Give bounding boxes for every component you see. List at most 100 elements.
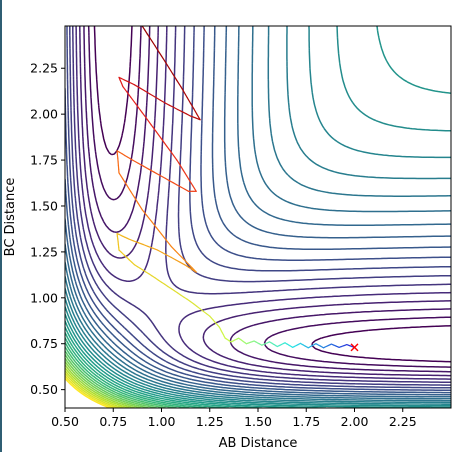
contour-level xyxy=(65,350,167,408)
contour-level xyxy=(69,26,451,386)
trajectory-segment xyxy=(137,106,143,114)
contour-level xyxy=(83,26,451,373)
contour-level xyxy=(75,26,451,380)
trajectory-segment xyxy=(179,164,184,172)
trajectory-segment xyxy=(145,117,152,126)
trajectory-segment xyxy=(164,61,170,69)
trajectory-segment xyxy=(164,177,170,182)
trajectory-segment xyxy=(183,258,189,265)
x-tick-label: 2.00 xyxy=(341,414,369,429)
trajectory-segment xyxy=(132,240,139,244)
y-tick-label: 2.00 xyxy=(30,107,58,122)
contour-level xyxy=(72,26,451,384)
y-tick-label: 1.50 xyxy=(30,198,58,213)
trajectory-segment xyxy=(181,111,187,115)
trajectory-segment xyxy=(182,169,188,177)
trajectory-segment xyxy=(120,251,125,256)
contour-level xyxy=(66,26,451,389)
end-marker xyxy=(350,343,359,352)
trajectory-segment xyxy=(155,131,163,140)
trajectory-segment xyxy=(189,102,195,110)
contour-level xyxy=(65,26,451,404)
trajectory-segment xyxy=(151,221,158,229)
trajectory-segment xyxy=(126,91,132,98)
contour-level xyxy=(65,375,115,408)
trajectory-segment xyxy=(176,79,182,88)
trajectory-segment xyxy=(186,175,191,182)
trajectory-segment xyxy=(170,288,175,292)
contour-level xyxy=(65,361,142,408)
contour-level xyxy=(65,326,263,408)
trajectory-segment xyxy=(168,104,175,109)
trajectory-segment xyxy=(150,124,157,133)
trajectory-segment xyxy=(144,29,148,35)
trajectory-segment xyxy=(172,182,178,186)
trajectory-segment xyxy=(170,256,177,261)
trajectory-segment xyxy=(167,285,172,290)
trajectory-segment xyxy=(193,303,198,307)
trajectory-segment xyxy=(205,313,211,317)
trajectory-segment xyxy=(144,90,151,95)
x-axis-label: AB Distance xyxy=(219,436,298,451)
contour-level xyxy=(65,26,451,396)
trajectory-segment xyxy=(137,242,144,246)
trajectory-segment xyxy=(154,277,159,281)
trajectory-segment xyxy=(175,259,181,263)
y-axis-label: BC Distance xyxy=(3,178,18,257)
trajectory-segment xyxy=(173,290,179,294)
contour-lines xyxy=(65,26,451,408)
trajectory-segment xyxy=(146,215,153,223)
contour-level xyxy=(65,26,451,407)
trajectory-segment xyxy=(131,261,136,266)
trajectory-segment xyxy=(180,186,186,190)
trajectory-segment xyxy=(139,87,146,92)
trajectory-segment xyxy=(173,106,179,111)
trajectory-segment xyxy=(157,49,163,57)
trajectory-segment xyxy=(122,178,128,186)
trajectory-segment xyxy=(179,261,186,266)
trajectory-segment xyxy=(186,96,191,104)
y-tick-label: 0.50 xyxy=(30,382,58,397)
y-tick-label: 1.00 xyxy=(30,290,58,305)
trajectory-segment xyxy=(192,185,197,192)
trajectory-segment xyxy=(157,249,163,254)
trajectory-segment xyxy=(133,101,139,109)
trajectory-segment xyxy=(153,171,161,176)
trajectory-segment xyxy=(137,202,143,211)
trajectory-segment xyxy=(185,113,191,117)
trajectory-segment xyxy=(166,254,172,258)
window-edge xyxy=(0,0,2,452)
x-tick-label: 1.50 xyxy=(244,414,272,429)
trajectory-segment xyxy=(161,251,168,256)
trajectory-segment xyxy=(146,33,151,39)
trajectory-segment xyxy=(152,247,159,251)
trajectory-segment xyxy=(166,145,173,154)
trajectory-segment xyxy=(193,107,198,115)
trajectory-segment xyxy=(154,96,161,101)
x-axis: 0.50 0.75 1.00 1.25 1.50 1.75 2.00 2.25 xyxy=(51,408,417,429)
trajectory-segment xyxy=(186,298,191,303)
trajectory-segment xyxy=(177,108,183,113)
trajectory-segment xyxy=(187,262,193,269)
trajectory-segment xyxy=(184,188,190,192)
contour-level xyxy=(65,26,451,408)
trajectory-segment xyxy=(164,102,171,106)
trajectory-segment xyxy=(159,174,166,179)
trajectory-segment xyxy=(189,300,195,305)
contour-level xyxy=(79,26,451,377)
trajectory-segment xyxy=(196,305,201,310)
x-tick-label: 1.75 xyxy=(292,414,320,429)
trajectory-segment xyxy=(183,91,188,99)
trajectory-segment xyxy=(132,159,139,164)
trajectory-segment xyxy=(159,99,166,104)
contour-level xyxy=(87,26,451,368)
trajectory-segment xyxy=(202,310,208,315)
trajectory-segment xyxy=(199,308,204,312)
trajectory-segment xyxy=(149,37,154,43)
trajectory-segment xyxy=(118,172,124,180)
trajectory-segment xyxy=(130,190,136,198)
contour-level xyxy=(65,367,130,408)
trajectory-segment xyxy=(160,138,168,147)
trajectory-segment xyxy=(122,85,128,93)
y-tick-label: 1.75 xyxy=(30,153,58,168)
